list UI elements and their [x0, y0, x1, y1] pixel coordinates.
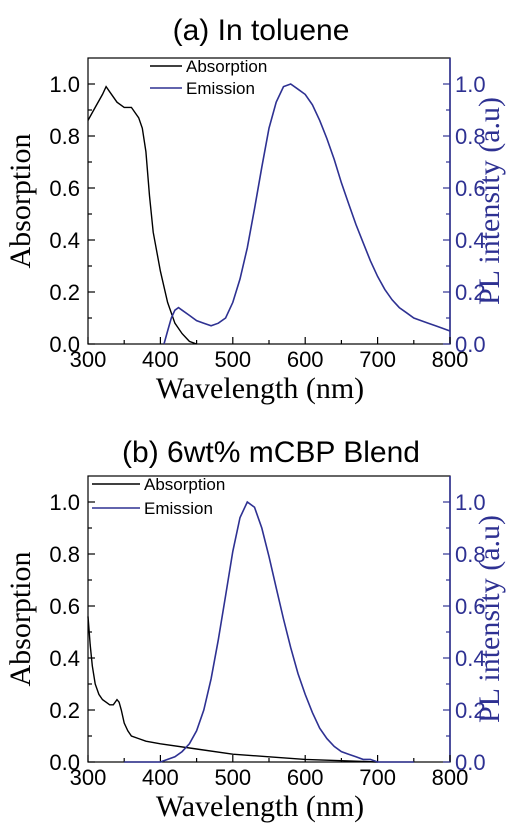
panel-a-y2tick-label: 0.6: [455, 176, 486, 201]
panel-a-y2tick-label: 1.0: [455, 72, 486, 97]
panel-b-y2tick-label: 0.4: [455, 646, 486, 671]
panel-b-y2tick-label: 0.0: [455, 750, 486, 775]
panel-b-y2tick-label: 1.0: [455, 490, 486, 515]
panel-b-y2tick-label: 0.2: [455, 698, 486, 723]
panel-b-xtick-label: 800: [432, 765, 469, 790]
panel-b-y2-axis-label: PL intensity (a.u): [473, 515, 506, 723]
panel-a-xtick-label: 600: [287, 347, 324, 372]
panel-a-xtick-label: 400: [142, 347, 179, 372]
panel-b-legend-label-emission: Emission: [144, 499, 213, 518]
panel-a-legend-label-absorption: Absorption: [186, 57, 267, 76]
panel-b: (b) 6wt% mCBP Blend 300 400 500 600 700 …: [4, 436, 506, 823]
panel-b-ytick-label: 0.8: [49, 542, 80, 567]
panel-b-ytick-label: 0.2: [49, 698, 80, 723]
panel-b-xtick-label: 400: [142, 765, 179, 790]
panel-a-xtick-label: 700: [359, 347, 396, 372]
panel-a-y-axis-label: Absorption: [4, 134, 37, 269]
panel-b-ticks: [87, 501, 451, 763]
panel-b-x-axis-label: Wavelength (nm): [156, 790, 364, 823]
panel-a-title: (a) In toluene: [173, 14, 350, 47]
panel-a-ytick-label: 0.6: [49, 176, 80, 201]
panel-a-y2tick-label: 0.4: [455, 228, 486, 253]
panel-b-xtick-label: 300: [70, 765, 107, 790]
panel-a-y2tick-label: 0.2: [455, 280, 486, 305]
panel-a-ytick-label: 0.4: [49, 228, 80, 253]
panel-b-emission-line: [124, 500, 414, 763]
panel-b-ytick-label: 0.0: [49, 750, 80, 775]
panel-a: (a) In toluene 300 400 500 600 700 800 0…: [4, 14, 506, 405]
panel-a-y2tick-label: 0.0: [455, 332, 486, 357]
panel-a-ticks: [87, 83, 451, 345]
panel-b-plot-frame: [87, 475, 451, 763]
panel-b-xtick-label: 600: [287, 765, 324, 790]
panel-a-ytick-label: 1.0: [49, 72, 80, 97]
panel-b-y2tick-label: 0.6: [455, 594, 486, 619]
panel-b-title: (b) 6wt% mCBP Blend: [122, 436, 420, 469]
panel-a-absorption-line: [87, 85, 197, 345]
panel-a-y2tick-label: 0.8: [455, 124, 486, 149]
panel-b-legend-label-absorption: Absorption: [144, 475, 225, 494]
panel-a-xtick-label: 500: [214, 347, 251, 372]
panel-b-xtick-label: 700: [359, 765, 396, 790]
panel-b-y2tick-label: 0.8: [455, 542, 486, 567]
panel-a-xtick-label: 800: [432, 347, 469, 372]
panel-b-absorption-line: [87, 616, 378, 763]
panel-a-legend-label-emission: Emission: [186, 79, 255, 98]
panel-b-ytick-label: 0.6: [49, 594, 80, 619]
panel-b-ytick-label: 0.4: [49, 646, 80, 671]
panel-a-y2-axis-label: PL intensity (a.u): [473, 97, 506, 305]
panel-b-y-axis-label: Absorption: [4, 552, 37, 687]
panel-a-xtick-label: 300: [70, 347, 107, 372]
panel-a-emission-line: [163, 83, 451, 345]
panel-b-xtick-label: 500: [214, 765, 251, 790]
panel-a-ytick-label: 0.2: [49, 280, 80, 305]
panel-a-ytick-label: 0.8: [49, 124, 80, 149]
panel-b-ytick-label: 1.0: [49, 490, 80, 515]
panel-a-plot-frame: [87, 57, 451, 345]
panel-a-ytick-label: 0.0: [49, 332, 80, 357]
panel-a-x-axis-label: Wavelength (nm): [156, 372, 364, 405]
